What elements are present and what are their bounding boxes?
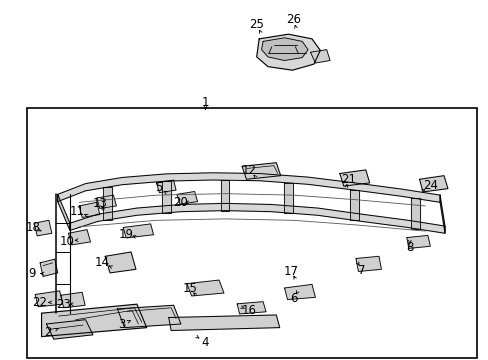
Text: 3: 3: [118, 318, 126, 330]
Polygon shape: [349, 190, 358, 220]
Text: 13: 13: [93, 197, 107, 210]
Polygon shape: [34, 220, 52, 236]
Text: 10: 10: [60, 235, 75, 248]
Text: 23: 23: [56, 298, 71, 311]
Text: 2: 2: [44, 327, 52, 339]
Polygon shape: [220, 180, 229, 211]
Text: 26: 26: [285, 13, 300, 26]
Polygon shape: [103, 187, 112, 220]
Polygon shape: [70, 203, 444, 233]
Polygon shape: [256, 34, 320, 70]
Polygon shape: [162, 181, 170, 213]
Polygon shape: [439, 195, 444, 233]
Text: 11: 11: [70, 205, 84, 218]
Text: 20: 20: [173, 196, 188, 209]
Text: 22: 22: [33, 296, 47, 309]
Text: 8: 8: [405, 241, 413, 254]
Text: 4: 4: [201, 336, 209, 348]
Text: 15: 15: [182, 282, 197, 295]
Polygon shape: [68, 230, 90, 245]
Polygon shape: [310, 50, 329, 63]
Text: 6: 6: [289, 292, 297, 305]
Text: 12: 12: [242, 164, 256, 177]
Text: 5: 5: [155, 181, 163, 194]
Polygon shape: [186, 280, 224, 296]
Polygon shape: [355, 256, 381, 271]
Polygon shape: [123, 224, 153, 238]
Polygon shape: [61, 292, 85, 308]
Polygon shape: [35, 291, 62, 307]
Polygon shape: [97, 195, 116, 208]
Polygon shape: [177, 192, 197, 204]
Text: 16: 16: [242, 304, 256, 317]
Text: 18: 18: [26, 221, 41, 234]
Polygon shape: [58, 194, 70, 230]
Polygon shape: [419, 176, 447, 192]
Text: 7: 7: [357, 264, 365, 276]
Polygon shape: [406, 235, 429, 248]
Text: 24: 24: [422, 179, 437, 192]
Polygon shape: [117, 305, 181, 328]
Text: 21: 21: [340, 173, 355, 186]
Polygon shape: [168, 315, 279, 330]
Polygon shape: [284, 183, 292, 213]
Polygon shape: [261, 38, 307, 60]
Polygon shape: [242, 163, 280, 179]
Polygon shape: [284, 284, 315, 300]
Text: 9: 9: [28, 267, 36, 280]
Polygon shape: [105, 252, 136, 273]
Text: 14: 14: [94, 256, 109, 269]
Text: 1: 1: [201, 96, 209, 109]
Text: 17: 17: [284, 265, 298, 278]
Polygon shape: [40, 259, 58, 276]
Polygon shape: [237, 302, 265, 314]
Polygon shape: [410, 198, 419, 229]
Polygon shape: [58, 173, 439, 202]
Bar: [27, 108, 476, 358]
Polygon shape: [79, 202, 100, 217]
Text: 19: 19: [119, 228, 133, 240]
Polygon shape: [339, 170, 369, 186]
Polygon shape: [46, 320, 93, 339]
Text: 25: 25: [249, 18, 264, 31]
Polygon shape: [41, 304, 146, 337]
Polygon shape: [156, 180, 176, 193]
